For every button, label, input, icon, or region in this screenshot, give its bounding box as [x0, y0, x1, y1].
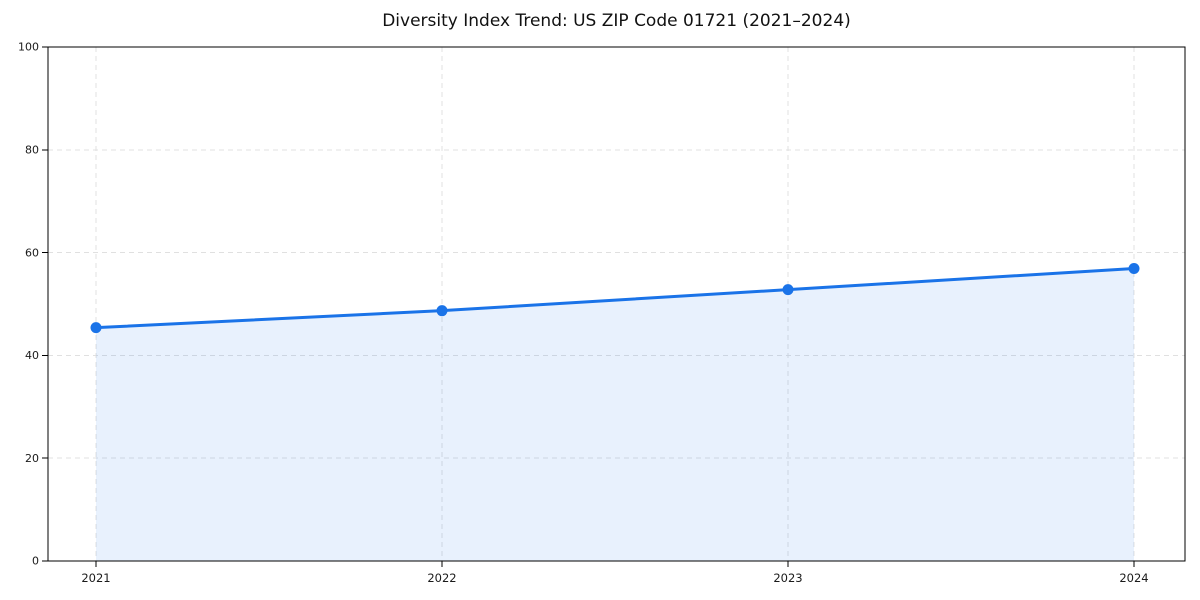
data-point-2023 — [782, 284, 794, 296]
y-tick-label: 100 — [18, 41, 39, 54]
data-point-2024 — [1128, 263, 1140, 275]
x-tick-label: 2024 — [1119, 571, 1148, 585]
x-tick-label: 2023 — [773, 571, 802, 585]
data-point-2022 — [436, 305, 448, 317]
y-tick-label: 40 — [25, 349, 39, 362]
area-fill — [96, 268, 1134, 561]
data-point-2021 — [90, 322, 102, 334]
y-tick-label: 60 — [25, 246, 39, 259]
y-tick-label: 20 — [25, 452, 39, 465]
trend-line — [94, 267, 1136, 330]
x-tick-label: 2021 — [81, 571, 110, 585]
y-tick-label: 80 — [25, 144, 39, 157]
y-tick-label: 0 — [32, 555, 39, 568]
axes-spines — [47, 46, 1186, 562]
chart-title: Diversity Index Trend: US ZIP Code 01721… — [382, 11, 851, 31]
x-tick-label: 2022 — [427, 571, 456, 585]
